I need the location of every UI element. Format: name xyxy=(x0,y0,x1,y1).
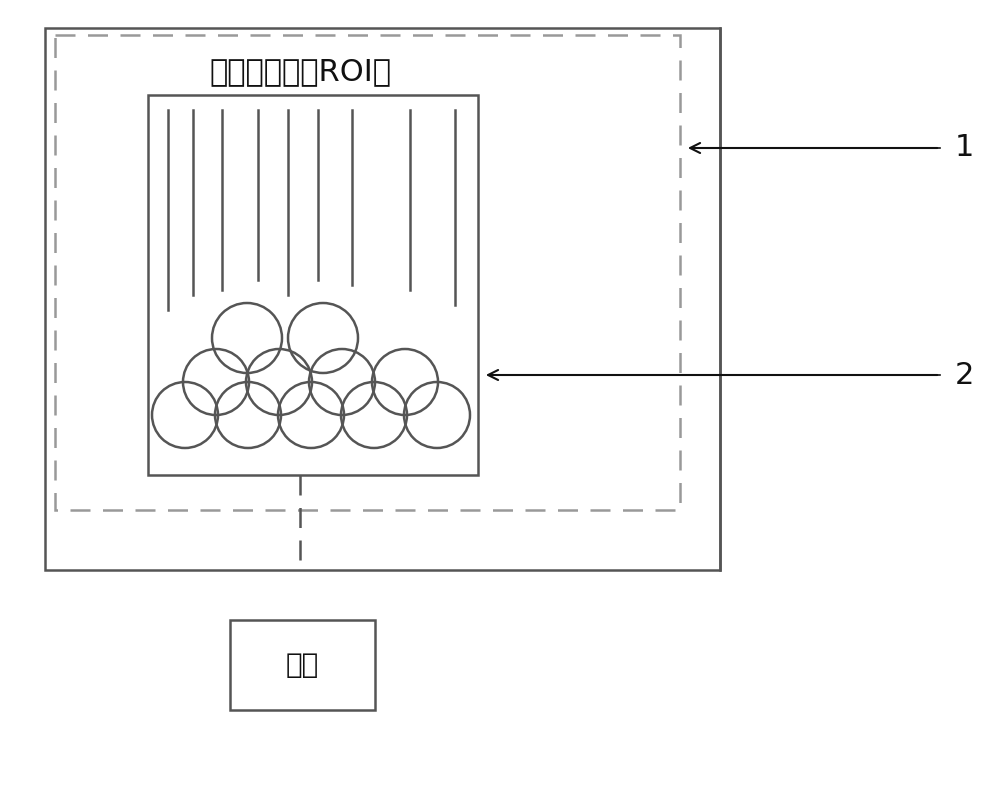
Text: 1: 1 xyxy=(955,133,974,163)
Text: 相机: 相机 xyxy=(286,651,319,679)
Bar xyxy=(45,28,720,570)
Text: 2: 2 xyxy=(955,361,974,390)
Bar xyxy=(55,35,680,510)
Bar xyxy=(148,95,478,475)
Bar xyxy=(230,620,375,710)
Text: 感兴趣区域（ROI）: 感兴趣区域（ROI） xyxy=(209,58,391,87)
